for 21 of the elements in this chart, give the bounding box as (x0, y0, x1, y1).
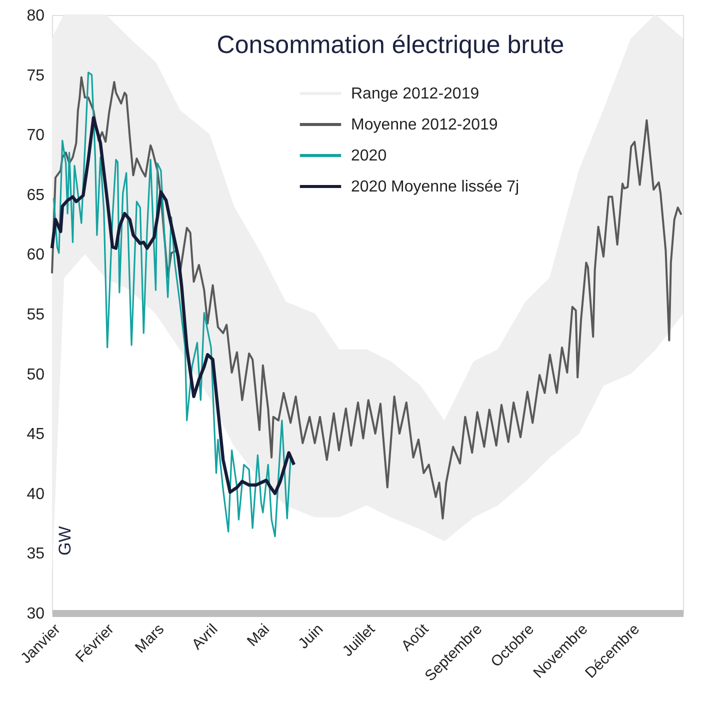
y-tick-label: 80 (26, 8, 45, 24)
x-tick-label: Mai (244, 620, 273, 650)
legend-label: 2020 (351, 148, 387, 164)
y-tick-label: 60 (26, 246, 45, 264)
legend-label: 2020 Moyenne lissée 7j (351, 178, 520, 196)
y-tick-label: 50 (26, 366, 45, 384)
line-series (51, 76, 682, 520)
y-tick-label: 75 (26, 67, 45, 84)
y-tick-label: 35 (26, 546, 45, 563)
text: Consommation électrique brute (216, 31, 564, 59)
legend-label: Moyenne 2012-2019 (351, 116, 498, 134)
y-tick-label: 30 (26, 606, 45, 622)
y-tick-label: 65 (26, 186, 45, 204)
legend-label: Range 2012-2019 (351, 86, 480, 102)
line-series (50, 116, 296, 495)
y-tick-label: 45 (26, 426, 45, 444)
y-axis-title: GW (56, 526, 74, 556)
y-tick-label: 55 (26, 306, 45, 324)
y-tick-label: 40 (26, 486, 45, 503)
y-tick-label: 70 (26, 127, 45, 144)
x-tick-label: Juin (295, 620, 327, 652)
